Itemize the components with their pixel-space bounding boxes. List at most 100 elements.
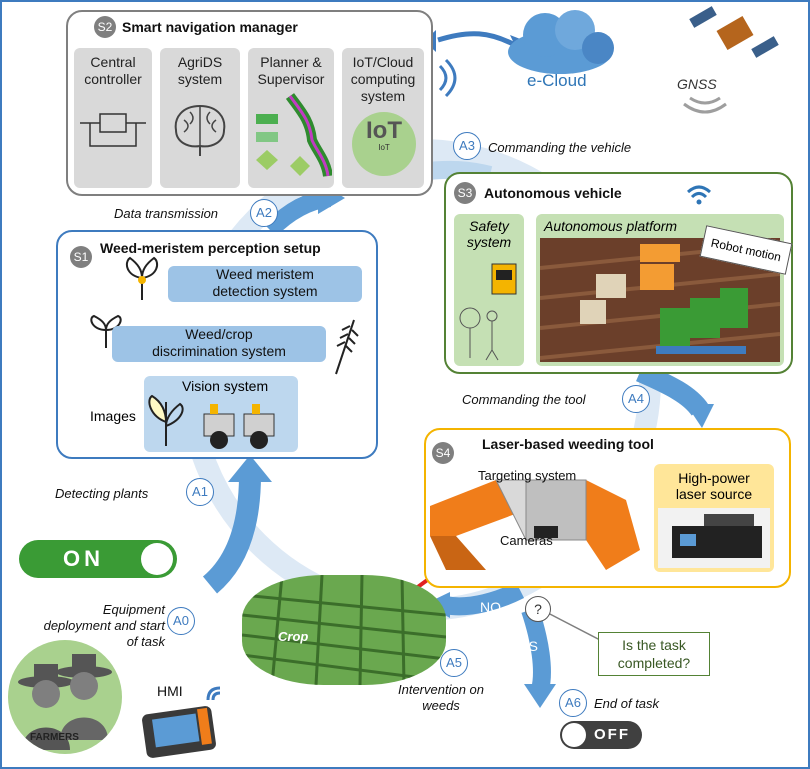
arrow-yes-head xyxy=(524,684,556,708)
tile-label-line2: Supervisor xyxy=(257,71,325,87)
stereo-camera-icon xyxy=(203,404,275,449)
a2-label: Data transmission xyxy=(114,206,219,221)
crop-rows xyxy=(242,575,446,685)
plant-image-icon xyxy=(148,394,184,446)
s3-title: Autonomous vehicle xyxy=(484,185,622,201)
arrow-no xyxy=(443,581,525,616)
a0-label: Equipment deployment and start of task xyxy=(37,602,165,650)
autonomous-platform-label: Autonomous platform xyxy=(544,218,678,234)
s1-title: Weed-meristem perception setup xyxy=(100,240,321,256)
pill-line2: detection system xyxy=(212,283,318,299)
laser-source-tile: High-power laser source xyxy=(654,464,774,572)
laser-device-icon xyxy=(658,508,770,568)
safety-system-label: Safety system xyxy=(454,218,524,250)
laser-line2: laser source xyxy=(675,486,753,502)
on-switch[interactable]: ON xyxy=(19,540,177,578)
laser-tool-housing xyxy=(430,479,640,570)
s3-badge: S3 xyxy=(454,182,476,204)
task-completed-box: Is the task completed? xyxy=(598,632,710,676)
farmers-label: FARMERS xyxy=(30,732,79,743)
hmi-tablet-icon[interactable] xyxy=(140,704,220,760)
s2-badge: S2 xyxy=(94,16,116,38)
a6-label: End of task xyxy=(594,696,660,711)
images-label: Images xyxy=(90,408,136,424)
farmers-badge: FARMERS xyxy=(8,640,122,754)
pill-weed-crop: Weed/crop discrimination system xyxy=(112,326,326,362)
hmi-label: HMI xyxy=(157,683,183,699)
crop-field-image: Crop xyxy=(242,575,446,685)
a5-line2: weeds xyxy=(422,698,460,713)
a1-badge: A1 xyxy=(186,478,214,506)
safety-line1: Safety xyxy=(469,218,509,234)
decision-no-label: NO xyxy=(480,599,501,615)
tile-agrids: AgriDS system xyxy=(160,48,240,188)
arrow-a0-head xyxy=(228,455,272,482)
farmers-icon xyxy=(18,654,112,750)
tile-label-line2: controller xyxy=(84,71,142,87)
brain-icon xyxy=(174,104,226,156)
a0-line2: deployment and start xyxy=(43,618,165,633)
safety-sensor-icon xyxy=(459,263,517,361)
tile-label-line1: Central xyxy=(90,54,136,70)
hmi-wifi-icon xyxy=(206,686,221,701)
s2-box: S2 Smart navigation manager Central cont… xyxy=(66,10,433,196)
a0-line3: of task xyxy=(126,634,165,649)
s3-wifi-icon xyxy=(686,185,712,205)
cloud-icon xyxy=(508,10,614,74)
pill-line1: Weed meristem xyxy=(216,266,314,282)
decision-connector xyxy=(545,611,601,641)
robot-motion-label: Robot motion xyxy=(709,235,783,265)
a6-badge: A6 xyxy=(559,689,587,717)
tile-central-controller: Central controller xyxy=(74,48,152,188)
tile-label-line1: AgriDS xyxy=(177,54,223,70)
task-completed-line1: Is the task xyxy=(622,637,686,653)
laser-source-label: High-power laser source xyxy=(654,470,774,502)
wheat-icon xyxy=(335,319,359,375)
tile-label-line3: system xyxy=(360,88,406,104)
off-switch[interactable]: OFF xyxy=(560,721,642,749)
off-switch-knob[interactable] xyxy=(562,723,586,747)
a4-badge: A4 xyxy=(622,385,650,413)
pill-weed-meristem: Weed meristem detection system xyxy=(168,266,362,302)
a4-label: Commanding the tool xyxy=(462,392,586,407)
controller-block-icon xyxy=(80,113,146,147)
a5-line1: Intervention on xyxy=(398,682,485,697)
s1-box: S1 Weed-meristem perception setup Weed m… xyxy=(56,230,378,459)
weed-plant-icon xyxy=(125,256,159,300)
tile-label-line2: system xyxy=(177,71,223,87)
pill-line1: Weed/crop xyxy=(185,326,253,342)
a5-badge: A5 xyxy=(440,649,468,677)
targeting-system-label: Targeting system xyxy=(478,468,577,483)
s2-title: Smart navigation manager xyxy=(122,19,298,35)
iot-icon-subtext: IoT xyxy=(378,143,390,152)
a2-badge: A2 xyxy=(250,199,278,227)
s3-box: S3 Autonomous vehicle Safety system Auto… xyxy=(444,172,793,374)
laser-line1: High-power xyxy=(678,470,750,486)
cloud-label: e-Cloud xyxy=(527,71,587,90)
s4-title: Laser-based weeding tool xyxy=(482,436,654,452)
iot-icon-text: IoT xyxy=(366,117,402,144)
tile-iot-cloud: IoT/Cloud computing system IoT IoT xyxy=(342,48,424,188)
safety-line2: system xyxy=(466,234,512,250)
gnss-signal-icon xyxy=(683,96,727,114)
tile-label-line2: computing xyxy=(350,71,416,87)
decision-icon: ? xyxy=(525,596,551,622)
off-switch-label: OFF xyxy=(594,726,630,743)
arrow-a4-head xyxy=(686,404,714,428)
s4-box: S4 Laser-based weeding tool Targeting sy… xyxy=(424,428,791,588)
pill-line2: discrimination system xyxy=(152,343,286,359)
a3-label: Commanding the vehicle xyxy=(488,140,632,155)
on-switch-knob[interactable] xyxy=(141,543,173,575)
s1-badge: S1 xyxy=(70,246,92,268)
a0-badge: A0 xyxy=(167,607,195,635)
tile-planner-supervisor: Planner & Supervisor xyxy=(248,48,334,188)
tile-label-line1: Planner & xyxy=(260,54,322,70)
task-completed-line2: completed? xyxy=(617,655,691,671)
decision-yes-label: YES xyxy=(510,638,539,654)
planner-diagram-icon xyxy=(256,93,333,177)
safety-system-tile: Safety system xyxy=(454,214,524,366)
vision-system-label: Vision system xyxy=(182,378,269,394)
cameras-label: Cameras xyxy=(500,533,553,548)
cloud-link-arrow xyxy=(437,31,517,48)
